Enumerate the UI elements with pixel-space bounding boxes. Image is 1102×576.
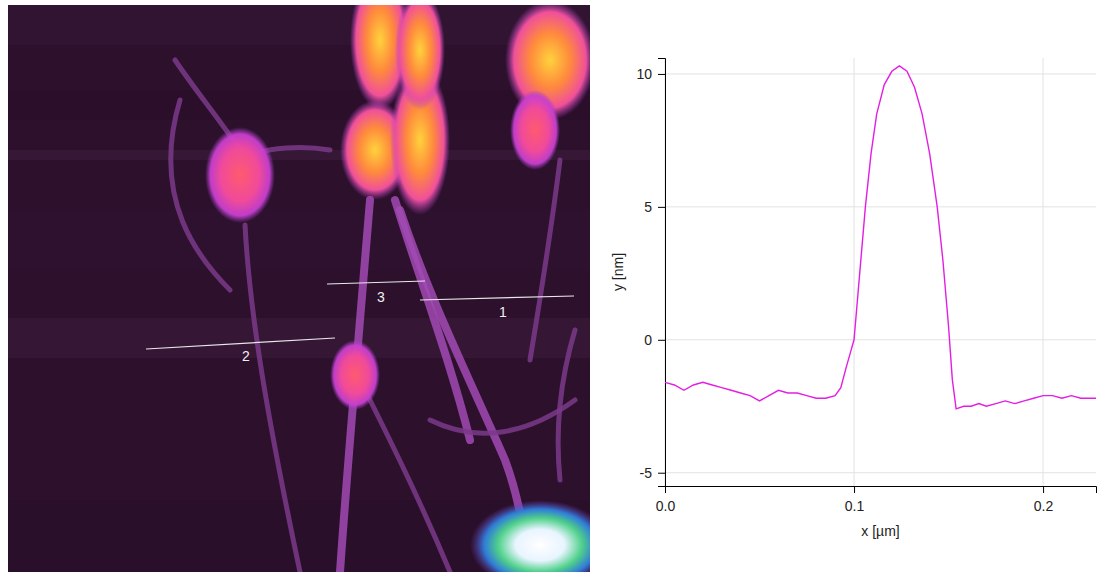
x-tick-mark — [854, 486, 855, 493]
particle — [510, 90, 560, 170]
y-tick: 10 — [636, 66, 665, 82]
grid-line — [854, 58, 855, 486]
x-tick-mark — [1043, 486, 1044, 493]
plot-area — [665, 66, 1096, 409]
x-axis-line — [666, 487, 1097, 494]
grid-line — [665, 73, 1096, 74]
grid-line — [665, 472, 1096, 473]
x-tick-label: 0.2 — [1034, 498, 1054, 514]
y-tick-mark — [658, 207, 665, 208]
profile-line — [327, 281, 425, 284]
particle — [470, 500, 590, 572]
x-tick-mark — [665, 486, 666, 493]
x-axis-title: x [µm] — [861, 523, 899, 539]
grid-line — [665, 206, 1096, 207]
particle — [395, 5, 445, 110]
y-axis: -5 0 5 10 — [636, 59, 665, 487]
y-tick-mark — [658, 74, 665, 75]
profile-line — [420, 296, 574, 300]
particle — [205, 127, 275, 223]
y-tick-label: 5 — [644, 199, 652, 215]
y-tick-label: 10 — [636, 66, 652, 82]
fibre — [245, 225, 300, 572]
scan-band — [8, 318, 590, 358]
x-tick: 0.2 — [1034, 486, 1054, 514]
y-tick-label: -5 — [640, 465, 653, 481]
y-tick-mark — [658, 473, 665, 474]
fibre — [365, 390, 450, 572]
y-axis-title: y [nm] — [610, 253, 626, 291]
x-axis: 0.0 0.1 0.2 — [656, 486, 1097, 514]
x-tick-label: 0.0 — [656, 498, 676, 514]
fibre — [430, 400, 575, 433]
fibre — [530, 160, 560, 360]
profile-line-label: 2 — [242, 348, 250, 364]
grid-line — [665, 339, 1096, 340]
profile-chart: 0.0 0.1 0.2 -5 0 5 10 x [µm] y [nm] — [610, 58, 1097, 539]
y-tick-label: 0 — [644, 332, 652, 348]
grid-line — [1043, 58, 1044, 486]
y-tick-mark — [658, 340, 665, 341]
y-tick: -5 — [640, 465, 665, 481]
image-background — [8, 5, 590, 572]
x-tick: 0.0 — [656, 486, 676, 514]
y-tick: 0 — [644, 332, 665, 348]
particle — [330, 340, 380, 410]
y-axis-line — [658, 59, 666, 487]
y-tick: 5 — [644, 199, 665, 215]
scan-band — [8, 210, 590, 270]
x-tick-label: 0.1 — [845, 498, 865, 514]
scan-band — [8, 90, 590, 120]
afm-image — [8, 5, 590, 572]
scan-band — [8, 5, 590, 45]
x-tick: 0.1 — [845, 486, 865, 514]
profile-line-label: 1 — [499, 304, 507, 320]
scan-band — [8, 150, 590, 160]
figure: 1 2 3 0.0 0.1 0.2 -5 0 5 10 x [µm] y [nm] — [0, 0, 1102, 576]
profile-line-label: 3 — [377, 289, 385, 305]
profile-line — [146, 338, 335, 349]
profile-line-series — [665, 66, 1096, 409]
fibre — [395, 200, 470, 440]
